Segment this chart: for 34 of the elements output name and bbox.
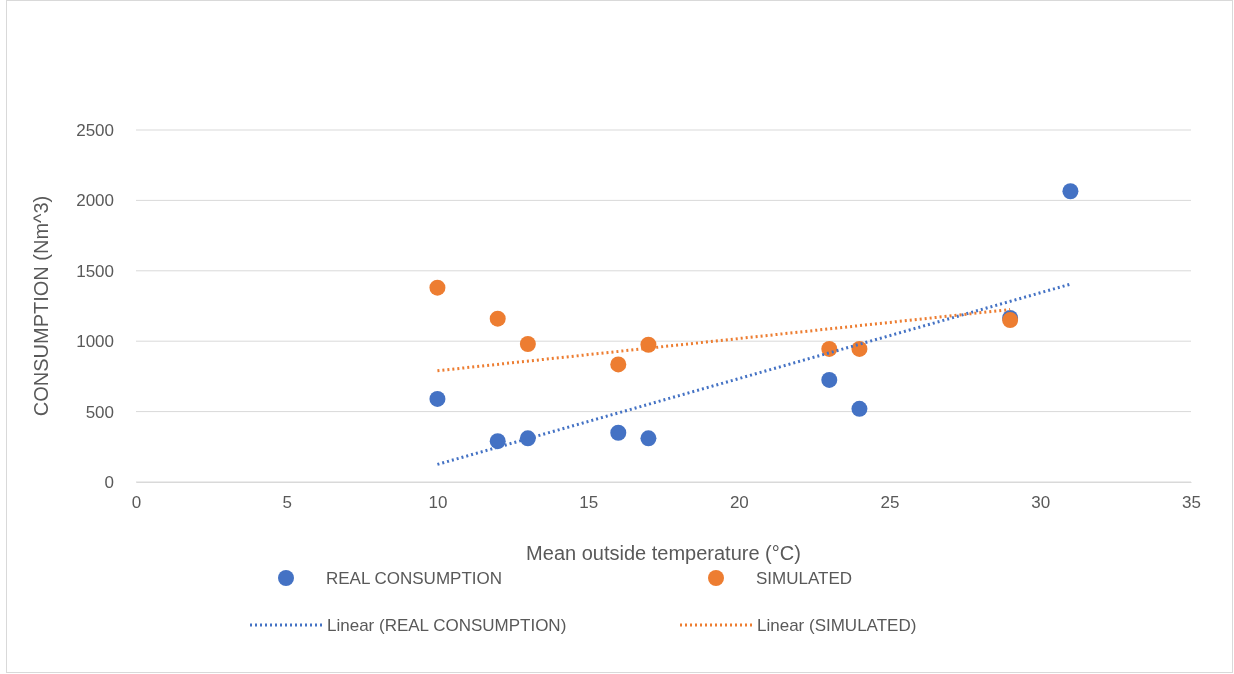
point bbox=[429, 279, 446, 296]
y-tick-label: 500 bbox=[85, 402, 114, 422]
point bbox=[489, 433, 506, 450]
y-tick-label: 1000 bbox=[76, 332, 114, 352]
x-tick-label: 30 bbox=[1031, 493, 1051, 513]
point bbox=[429, 390, 446, 407]
point bbox=[610, 356, 627, 373]
x-axis-title: Mean outside temperature (°C) bbox=[526, 542, 801, 564]
x-tick-label: 5 bbox=[282, 493, 292, 513]
x-tick-label: 15 bbox=[579, 493, 599, 513]
point bbox=[821, 371, 838, 388]
point bbox=[640, 336, 657, 353]
y-tick-label: 2500 bbox=[76, 120, 114, 140]
point bbox=[1062, 183, 1079, 200]
point bbox=[489, 310, 506, 327]
y-tick-label: 2000 bbox=[76, 191, 114, 211]
y-tick-label: 1500 bbox=[76, 261, 114, 281]
point bbox=[640, 430, 657, 447]
legend-label: REAL CONSUMPTION bbox=[326, 569, 503, 588]
legend-label: Linear (REAL CONSUMPTION) bbox=[327, 616, 567, 635]
legend-label: SIMULATED bbox=[756, 569, 853, 588]
point bbox=[610, 424, 627, 441]
x-tick-label: 20 bbox=[729, 493, 749, 513]
x-tick-label: 10 bbox=[428, 493, 448, 513]
x-tick-label: 25 bbox=[880, 493, 900, 513]
y-tick-label: 0 bbox=[104, 472, 114, 492]
y-axis-title: CONSUMPTION (Nm^3) bbox=[30, 195, 52, 417]
point bbox=[821, 340, 838, 357]
point bbox=[851, 340, 868, 357]
x-tick-label: 35 bbox=[1182, 493, 1201, 513]
point bbox=[851, 400, 868, 417]
legend-label: Linear (SIMULATED) bbox=[757, 616, 917, 635]
point bbox=[519, 336, 536, 353]
x-tick-label: 0 bbox=[131, 493, 142, 513]
